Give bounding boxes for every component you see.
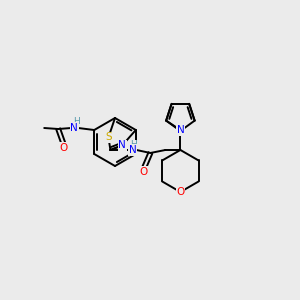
Text: S: S [105, 132, 112, 142]
Text: H: H [130, 140, 137, 149]
Text: N: N [118, 140, 126, 150]
Text: H: H [73, 118, 80, 127]
Text: N: N [128, 145, 136, 155]
Text: O: O [176, 187, 184, 197]
Text: N: N [70, 123, 78, 133]
Text: O: O [139, 167, 148, 177]
Text: O: O [59, 143, 67, 153]
Text: N: N [176, 125, 184, 135]
